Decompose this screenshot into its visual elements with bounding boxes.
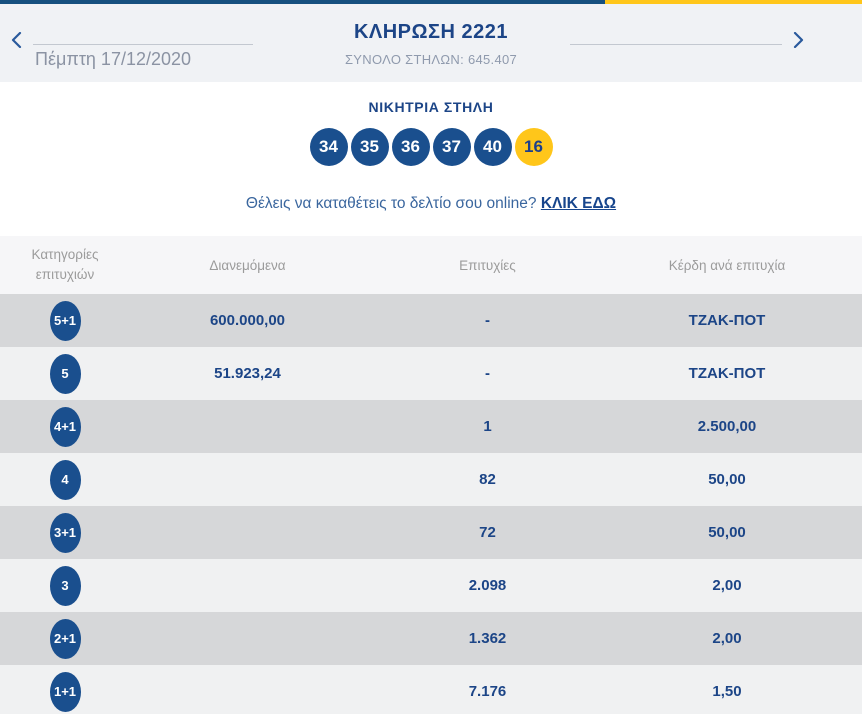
winning-number: 40 (473, 128, 512, 166)
table-row: 4 82 50,00 (0, 453, 862, 506)
header-divider-left (33, 44, 253, 45)
category-badge: 4 (49, 459, 81, 500)
total-columns-label: ΣΥΝΟΛΟ ΣΤΗΛΩΝ: 645.407 (344, 52, 518, 67)
click-here-link[interactable]: ΚΛΙΚ ΕΔΩ (540, 195, 617, 212)
draw-date: Πέμπτη 17/12/2020 (35, 49, 192, 69)
winners-value: - (485, 365, 490, 382)
winners-value: 7.176 (468, 683, 507, 700)
draw-title-block: ΚΛΗΡΩΣΗ 2221 ΣΥΝΟΛΟ ΣΤΗΛΩΝ: 645.407 (0, 21, 862, 67)
distributed-value: 51.923,24 (214, 365, 281, 382)
chevron-right-icon (793, 31, 804, 53)
distributed-value: 600.000,00 (209, 312, 286, 329)
payout-value: 2.500,00 (697, 418, 757, 435)
previous-draw-button[interactable] (4, 30, 28, 54)
winning-number: 34 (309, 128, 348, 166)
table-row: 4+1 1 2.500,00 (0, 400, 862, 453)
payout-value: ΤΖΑΚ-ΠΟΤ (688, 365, 766, 382)
winners-value: 1 (483, 418, 492, 435)
table-header-row: Κατηγορίες επιτυχιών Διανεμόμενα Επιτυχί… (0, 236, 862, 294)
table-row: 3 2.098 2,00 (0, 559, 862, 612)
winners-value: 72 (479, 524, 496, 541)
category-badge: 3 (49, 565, 81, 606)
category-badge: 4+1 (49, 406, 81, 447)
accent-bar-yellow-segment (605, 0, 862, 4)
payout-value: 50,00 (708, 471, 746, 488)
category-badge: 3+1 (49, 512, 81, 553)
cta-text: Θέλεις να καταθέτεις το δελτίο σου onlin… (245, 195, 541, 212)
category-badge: 1+1 (49, 671, 81, 712)
table-row: 3+1 72 50,00 (0, 506, 862, 559)
draw-title: ΚΛΗΡΩΣΗ 2221 (353, 21, 509, 43)
winning-number: 37 (432, 128, 471, 166)
column-header-winners: Επιτυχίες (459, 257, 516, 273)
results-table: Κατηγορίες επιτυχιών Διανεμόμενα Επιτυχί… (0, 236, 862, 714)
accent-bar-blue-segment (0, 0, 605, 4)
winners-value: 2.098 (468, 577, 507, 594)
winning-bonus-number: 16 (514, 128, 553, 166)
winning-column-heading: ΝΙΚΗΤΡΙΑ ΣΤΗΛΗ (368, 99, 494, 115)
winning-number: 35 (350, 128, 389, 166)
category-badge: 5+1 (49, 300, 81, 341)
payout-value: 50,00 (708, 524, 746, 541)
next-draw-button[interactable] (786, 30, 810, 54)
payout-value: 2,00 (712, 577, 742, 594)
chevron-left-icon (11, 31, 22, 53)
table-row: 1+1 7.176 1,50 (0, 665, 862, 714)
payout-value: 1,50 (712, 683, 742, 700)
table-row: 2+1 1.362 2,00 (0, 612, 862, 665)
header-divider-right (570, 44, 782, 45)
table-row: 5+1 600.000,00 - ΤΖΑΚ-ΠΟΤ (0, 294, 862, 347)
winners-value: 1.362 (468, 630, 507, 647)
payout-value: ΤΖΑΚ-ΠΟΤ (688, 312, 766, 329)
winners-value: 82 (479, 471, 496, 488)
column-header-payout: Κέρδη ανά επιτυχία (668, 257, 786, 273)
category-badge: 2+1 (49, 618, 81, 659)
column-header-categories: Κατηγορίες επιτυχιών (31, 246, 99, 282)
payout-value: 2,00 (712, 630, 742, 647)
category-badge: 5 (49, 353, 81, 394)
winning-number: 36 (391, 128, 430, 166)
winning-column-section: ΝΙΚΗΤΡΙΑ ΣΤΗΛΗ 34 35 36 37 40 16 (0, 99, 862, 166)
column-header-distributed: Διανεμόμενα (209, 257, 286, 273)
play-online-cta: Θέλεις να καταθέτεις το δελτίο σου onlin… (0, 195, 862, 213)
top-accent-bar (0, 0, 862, 4)
winning-numbers: 34 35 36 37 40 16 (0, 128, 862, 166)
table-row: 5 51.923,24 - ΤΖΑΚ-ΠΟΤ (0, 347, 862, 400)
winners-value: - (485, 312, 490, 329)
draw-navigation-header: Πέμπτη 17/12/2020 ΚΛΗΡΩΣΗ 2221 ΣΥΝΟΛΟ ΣΤ… (0, 4, 862, 82)
